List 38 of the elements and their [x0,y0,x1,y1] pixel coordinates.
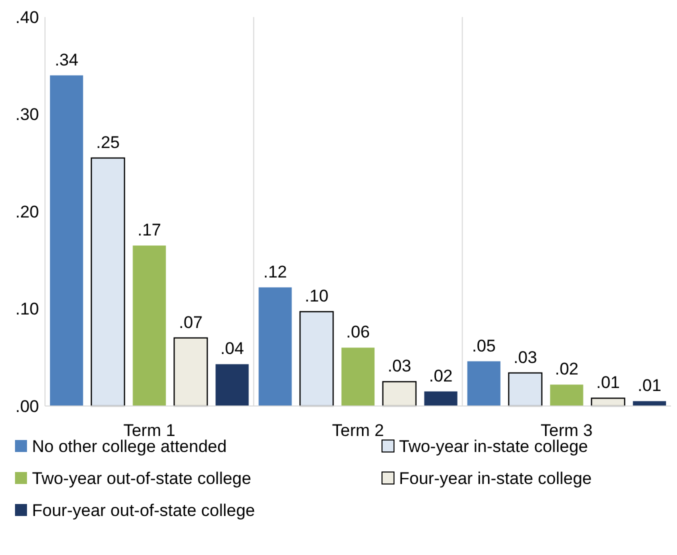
bar [90,157,126,407]
data-label: .25 [96,133,120,152]
bar [382,381,417,407]
bar [424,391,458,406]
bar [550,384,584,406]
data-label: .10 [304,286,328,306]
bar [174,337,208,407]
bar [299,311,334,407]
data-label: .05 [472,336,496,356]
y-tick-label: .40 [15,8,39,27]
bar [632,401,666,406]
data-label: .03 [388,356,412,376]
data-label: .01 [596,373,620,392]
y-tick-label: .10 [15,300,39,319]
bar [258,287,292,406]
legend-label: Two-year out-of-state college [32,468,252,488]
bar [132,246,166,406]
bar [216,364,249,406]
legend-label: Four-year out-of-state college [32,500,255,520]
data-label: .02 [428,366,453,386]
data-label: .04 [220,339,244,358]
data-label: .06 [346,322,370,342]
bar [467,361,500,406]
y-tick-label: .20 [15,202,39,222]
data-label: .34 [54,50,78,70]
x-tick-label: Term 2 [332,421,384,440]
data-label: .17 [138,220,162,240]
data-label: .03 [513,348,538,367]
bar [50,75,84,406]
y-tick-label: .30 [15,105,39,124]
legend-label: Four-year in-state college [399,468,592,488]
data-label: .12 [263,262,288,282]
data-label: .07 [178,312,203,332]
data-label: .02 [554,360,578,379]
bar [508,372,542,407]
data-label: .01 [638,376,662,396]
bar [341,348,375,406]
y-tick-label: .00 [15,396,39,416]
